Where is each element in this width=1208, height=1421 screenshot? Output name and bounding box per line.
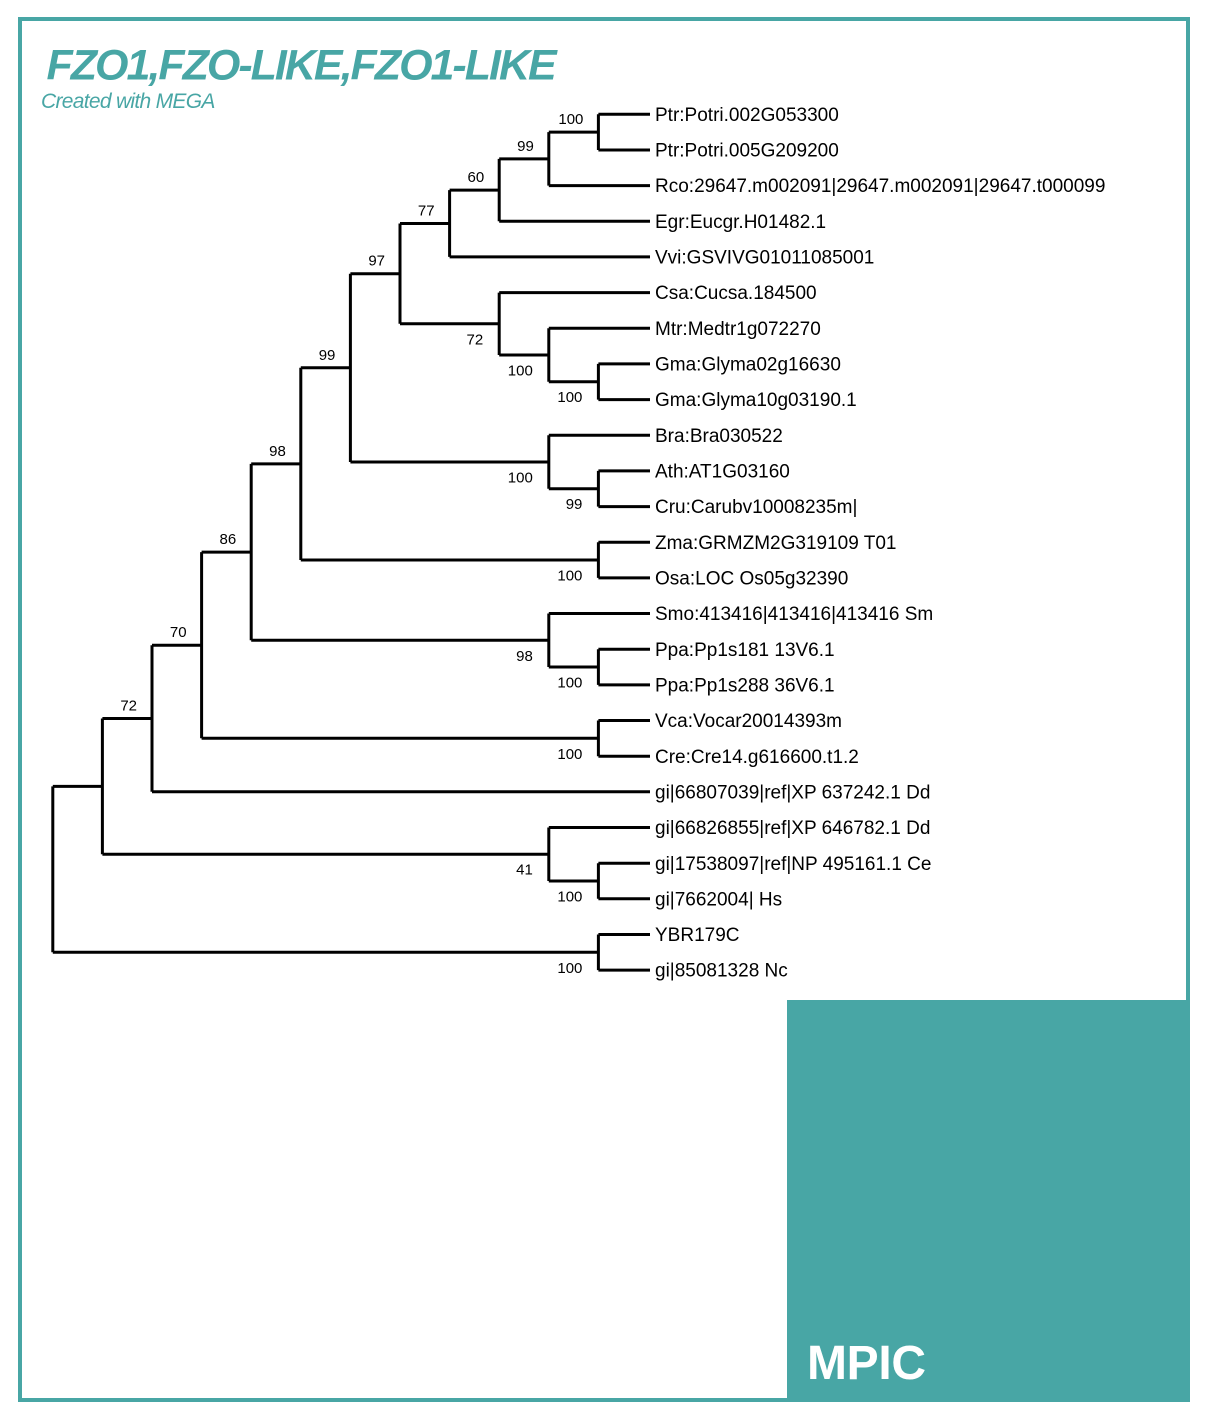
svg-text:41: 41: [516, 862, 533, 879]
svg-text:gi|66826855|ref|XP 646782.1 Dd: gi|66826855|ref|XP 646782.1 Dd: [655, 818, 930, 839]
svg-text:77: 77: [418, 203, 435, 220]
svg-text:Vca:Vocar20014393m: Vca:Vocar20014393m: [655, 711, 842, 732]
svg-text:100: 100: [508, 470, 533, 487]
svg-text:Created with MEGA: Created with MEGA: [41, 90, 215, 113]
svg-text:gi|66807039|ref|XP 637242.1 Dd: gi|66807039|ref|XP 637242.1 Dd: [655, 782, 930, 803]
svg-text:Cru:Carubv10008235m|: Cru:Carubv10008235m|: [655, 497, 857, 518]
svg-text:Vvi:GSVIVG01011085001: Vvi:GSVIVG01011085001: [655, 248, 874, 269]
svg-text:100: 100: [557, 746, 582, 763]
svg-text:70: 70: [170, 624, 187, 641]
svg-text:gi|7662004| Hs: gi|7662004| Hs: [655, 889, 782, 910]
svg-text:100: 100: [557, 568, 582, 585]
svg-text:86: 86: [220, 531, 237, 548]
svg-text:Ptr:Potri.002G053300: Ptr:Potri.002G053300: [655, 105, 839, 126]
svg-text:Gma:Glyma02g16630: Gma:Glyma02g16630: [655, 355, 841, 376]
svg-text:72: 72: [120, 698, 137, 715]
svg-text:100: 100: [558, 111, 583, 128]
svg-text:99: 99: [319, 347, 336, 364]
svg-text:100: 100: [557, 960, 582, 977]
svg-text:Osa:LOC Os05g32390: Osa:LOC Os05g32390: [655, 569, 848, 590]
svg-text:gi|17538097|ref|NP 495161.1 Ce: gi|17538097|ref|NP 495161.1 Ce: [655, 854, 931, 875]
svg-text:Zma:GRMZM2G319109 T01: Zma:GRMZM2G319109 T01: [655, 533, 896, 554]
svg-text:72: 72: [467, 331, 484, 348]
svg-text:99: 99: [566, 496, 583, 513]
svg-text:FZO1,FZO-LIKE,FZO1-LIKE: FZO1,FZO-LIKE,FZO1-LIKE: [47, 42, 559, 90]
svg-text:Mtr:Medtr1g072270: Mtr:Medtr1g072270: [655, 319, 821, 340]
svg-text:Ppa:Pp1s181 13V6.1: Ppa:Pp1s181 13V6.1: [655, 640, 835, 661]
svg-text:98: 98: [516, 648, 533, 665]
svg-text:99: 99: [517, 138, 534, 155]
svg-text:100: 100: [557, 389, 582, 406]
svg-text:98: 98: [269, 443, 286, 460]
svg-text:Smo:413416|413416|413416 Sm: Smo:413416|413416|413416 Sm: [655, 604, 933, 625]
svg-text:Cre:Cre14.g616600.t1.2: Cre:Cre14.g616600.t1.2: [655, 747, 859, 768]
svg-text:60: 60: [468, 169, 485, 186]
svg-text:Rco:29647.m002091|29647.m00209: Rco:29647.m002091|29647.m002091|29647.t0…: [655, 176, 1105, 197]
svg-text:100: 100: [557, 889, 582, 906]
svg-text:Csa:Cucsa.184500: Csa:Cucsa.184500: [655, 283, 817, 304]
svg-text:Ppa:Pp1s288 36V6.1: Ppa:Pp1s288 36V6.1: [655, 676, 835, 697]
svg-text:YBR179C: YBR179C: [655, 925, 740, 946]
svg-text:Egr:Eucgr.H01482.1: Egr:Eucgr.H01482.1: [655, 212, 826, 233]
svg-text:97: 97: [368, 253, 385, 270]
svg-text:100: 100: [557, 675, 582, 692]
svg-text:Ptr:Potri.005G209200: Ptr:Potri.005G209200: [655, 141, 839, 162]
svg-text:gi|85081328 Nc: gi|85081328 Nc: [655, 961, 788, 982]
svg-text:Ath:AT1G03160: Ath:AT1G03160: [655, 462, 790, 483]
svg-text:Bra:Bra030522: Bra:Bra030522: [655, 426, 783, 447]
svg-text:Gma:Glyma10g03190.1: Gma:Glyma10g03190.1: [655, 390, 857, 411]
svg-text:100: 100: [508, 363, 533, 380]
